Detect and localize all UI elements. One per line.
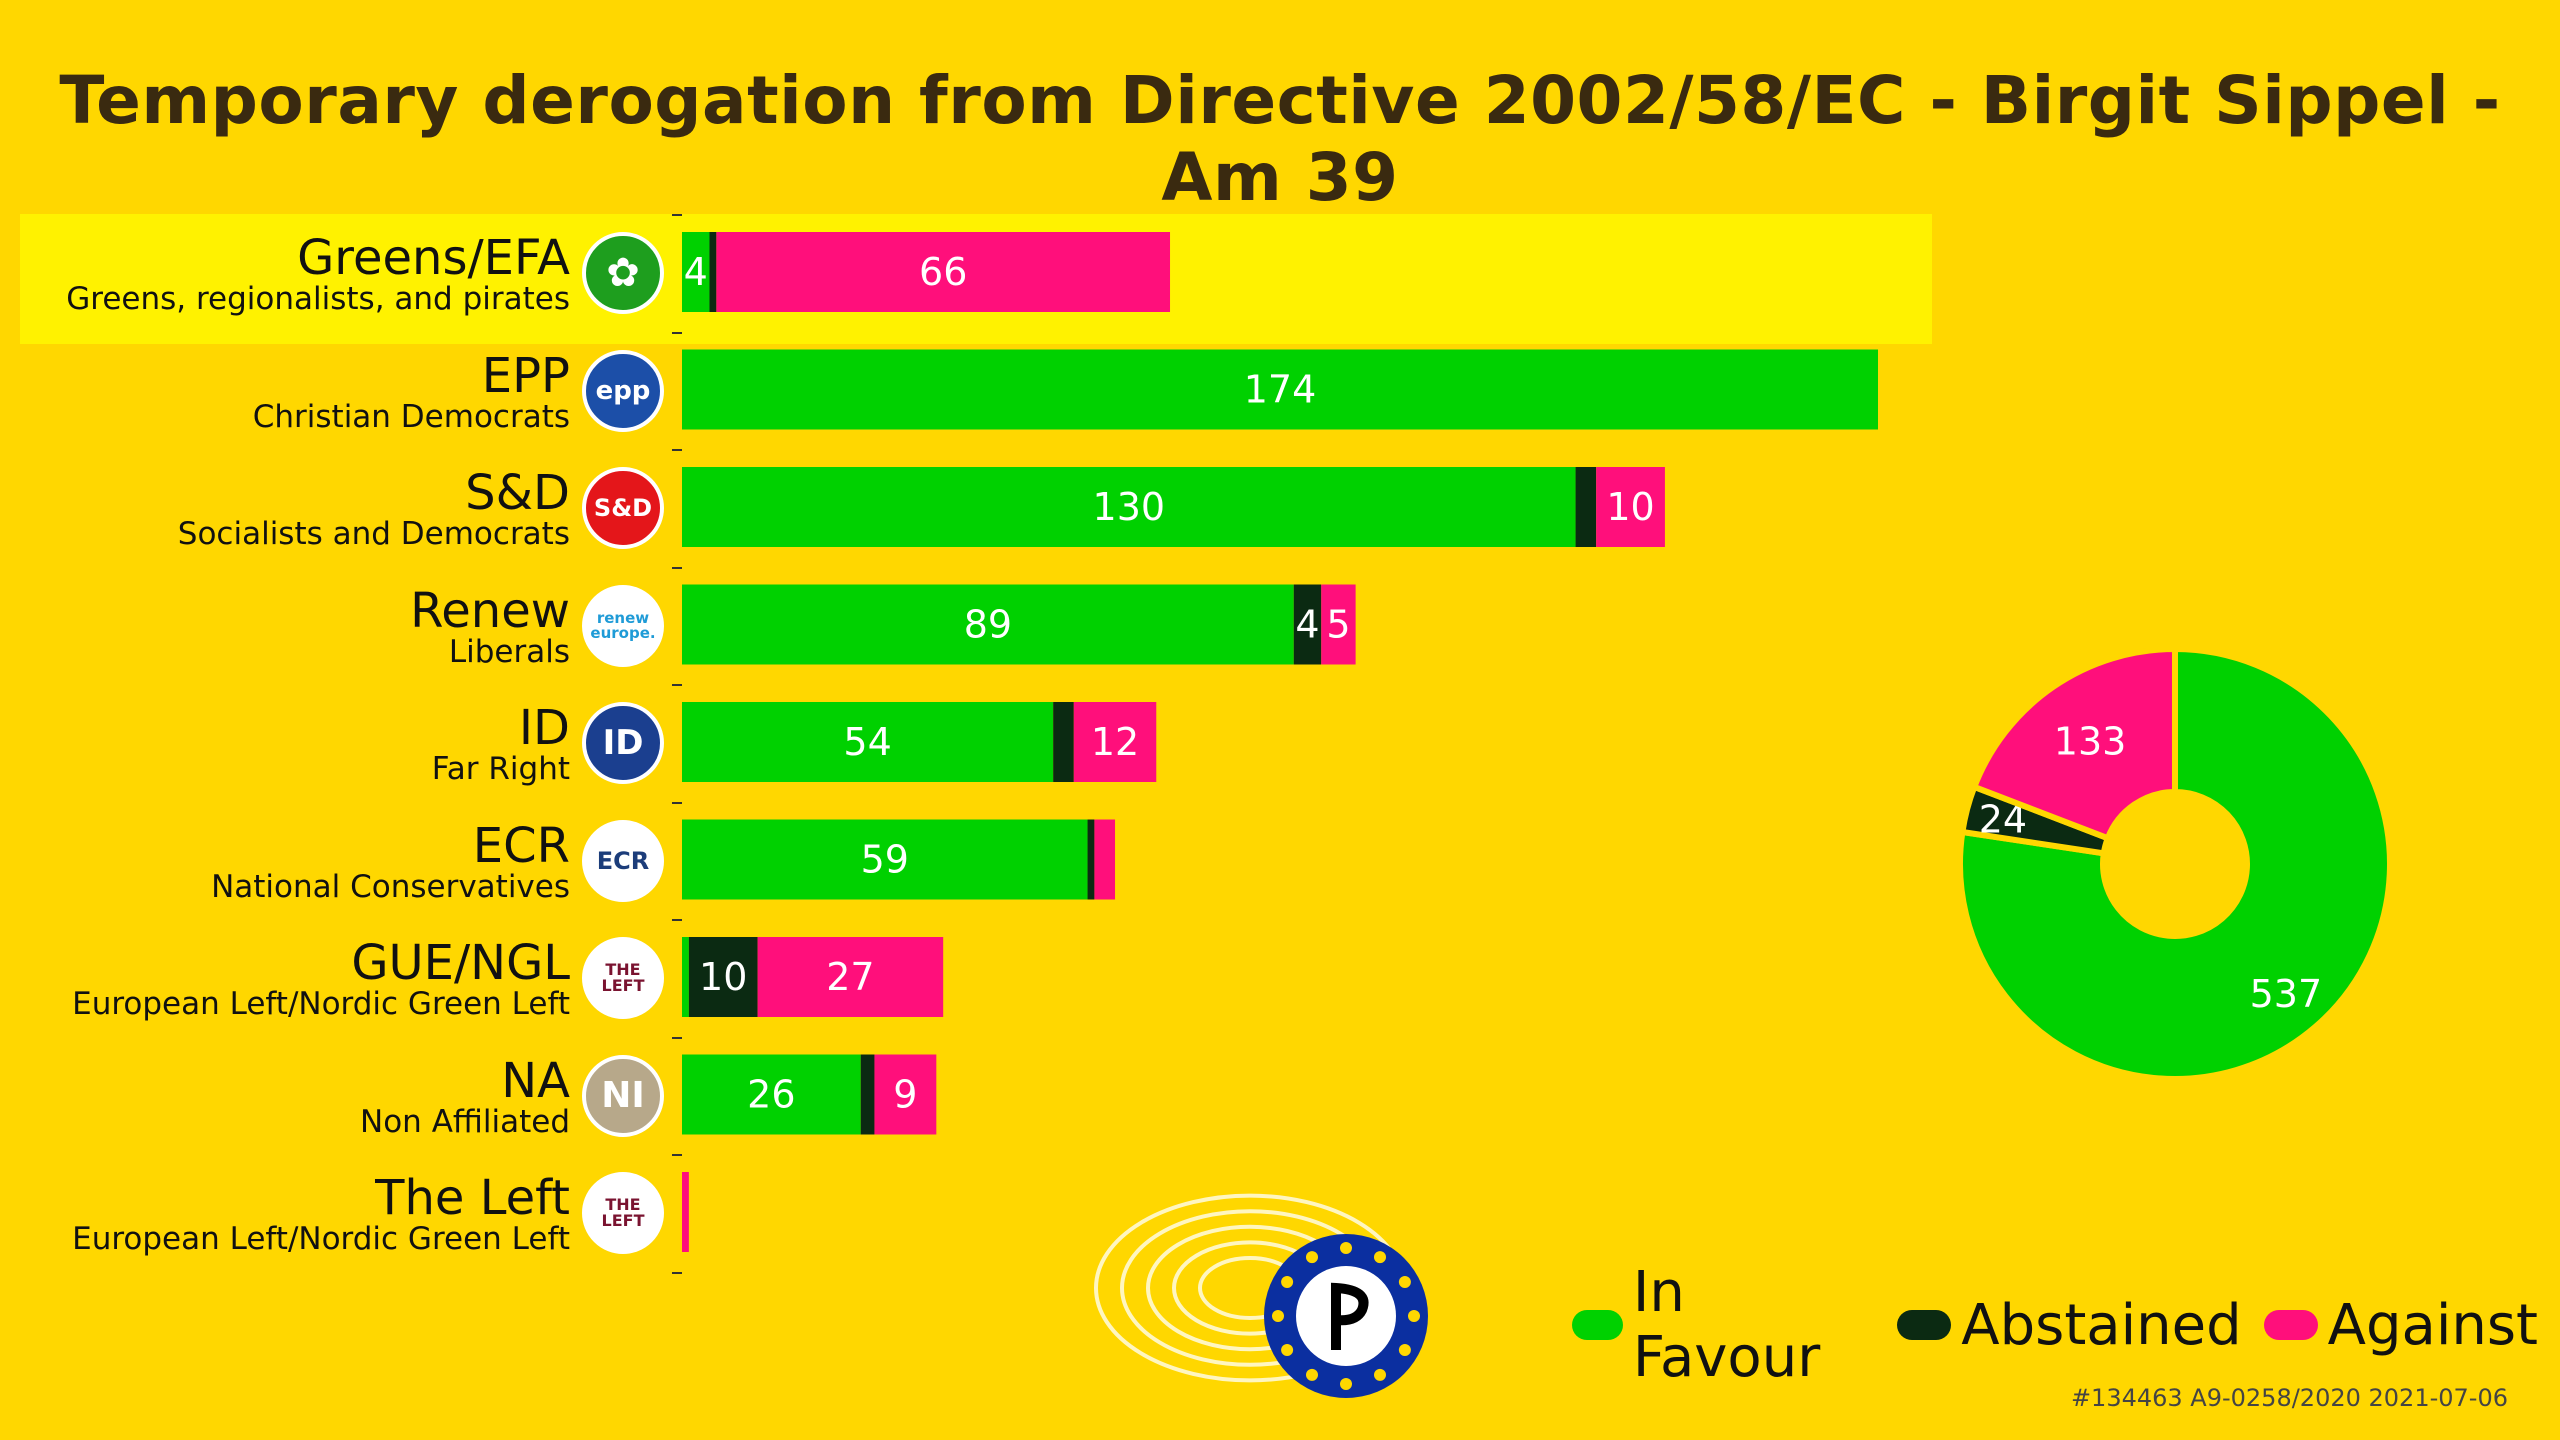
bar-value-label: 10 xyxy=(699,955,747,999)
party-subtitle: Socialists and Democrats xyxy=(177,516,570,552)
party-subtitle: Christian Democrats xyxy=(252,398,570,435)
bar-in-favour xyxy=(682,937,689,1017)
against-swatch xyxy=(2263,1310,2318,1340)
party-subtitle: Far Right xyxy=(431,751,570,787)
donut-slice-against xyxy=(1970,645,2178,843)
donut-slice-in-favour xyxy=(1957,645,2393,1082)
greens-efa-logo: ✿ xyxy=(582,232,664,314)
axis-tick xyxy=(672,566,682,569)
bar-abstained xyxy=(860,1054,875,1135)
bar-in-favour xyxy=(682,232,710,312)
the-left-logo: THE LEFT xyxy=(582,1172,664,1254)
legend-label-against: Against xyxy=(2327,1292,2538,1358)
bar-value-label: 9 xyxy=(893,1073,917,1117)
footer-reference: #134463 A9-0258/2020 2021-07-06 xyxy=(2070,1384,2508,1412)
bar-in-favour xyxy=(682,467,1576,547)
bar-value-label: 89 xyxy=(964,603,1012,647)
bar-abstained xyxy=(688,937,758,1017)
bar-value-label: 27 xyxy=(826,955,874,999)
party-name: ID xyxy=(518,700,570,756)
bar-against xyxy=(874,1054,937,1135)
party-subtitle: European Left/Nordic Green Left xyxy=(72,986,570,1022)
party-subtitle: Greens, regionalists, and pirates xyxy=(66,281,570,317)
legend-item-abstained: Abstained xyxy=(1897,1292,2242,1358)
legend: In Favour Abstained Against xyxy=(1572,1260,2560,1390)
bar-in-favour xyxy=(682,1054,861,1135)
bar-against xyxy=(1596,467,1665,547)
bar-against xyxy=(716,232,1171,312)
bar-abstained xyxy=(709,232,717,312)
bar-abstained xyxy=(1575,467,1597,547)
party-name: ECR xyxy=(472,817,570,874)
bar-in-favour xyxy=(682,702,1054,782)
bar-against xyxy=(682,1172,689,1252)
chart-title: Temporary derogation from Directive 2002… xyxy=(59,62,2501,216)
axis-tick xyxy=(672,684,682,686)
party-name: NA xyxy=(501,1052,570,1109)
party-name: EPP xyxy=(481,347,570,404)
bar-value-label: 10 xyxy=(1606,485,1654,529)
party-subtitle: European Left/Nordic Green Left xyxy=(72,1221,570,1257)
the-left-logo: THE LEFT xyxy=(582,937,664,1019)
axis-tick xyxy=(672,214,682,216)
bar-in-favour xyxy=(682,349,1878,430)
party-subtitle: National Conservatives xyxy=(211,868,570,905)
bar-in-favour xyxy=(682,584,1294,665)
party-name: Greens/EFA xyxy=(297,230,570,286)
party-name: The Left xyxy=(375,1170,570,1226)
bar-abstained xyxy=(1053,702,1074,782)
epp-logo: epp xyxy=(582,349,664,432)
bar-value-label: 4 xyxy=(1295,603,1319,647)
legend-label-abstained: Abstained xyxy=(1961,1292,2242,1358)
renew-europe-logo: renew europe. xyxy=(582,584,664,667)
bar-abstained xyxy=(1293,584,1322,665)
party-name: GUE/NGL xyxy=(351,935,570,991)
bar-value-label: 54 xyxy=(843,720,891,764)
parliament-hemicycle-pirate-logo xyxy=(1094,1193,1428,1398)
axis-tick xyxy=(672,449,682,451)
bar-against xyxy=(1321,584,1356,665)
legend-item-in-favour: In Favour xyxy=(1572,1260,1875,1390)
ni-logo: NI xyxy=(582,1054,664,1137)
bar-against xyxy=(1094,819,1116,900)
bar-value-label: 174 xyxy=(1244,368,1317,412)
abstained-swatch xyxy=(1897,1310,1952,1340)
bar-value-label: 59 xyxy=(861,838,909,882)
bar-against xyxy=(757,937,944,1017)
axis-tick xyxy=(672,801,682,804)
bar-in-favour xyxy=(682,819,1088,900)
party-name: Renew xyxy=(410,582,570,639)
in-favour-swatch xyxy=(1572,1310,1623,1340)
s-and-d-logo: S&D xyxy=(582,467,664,549)
axis-tick xyxy=(672,919,682,921)
axis-tick xyxy=(672,1036,682,1039)
party-name: S&D xyxy=(465,465,570,521)
bar-value-label: 130 xyxy=(1093,485,1166,529)
bar-abstained xyxy=(1087,819,1095,900)
donut-value-label: 537 xyxy=(2250,972,2323,1016)
axis-tick xyxy=(672,331,682,334)
legend-item-against: Against xyxy=(2263,1292,2538,1358)
bar-value-label: 26 xyxy=(747,1073,795,1117)
bar-against xyxy=(1073,702,1157,782)
id-logo: ID xyxy=(582,702,664,784)
ecr-logo: ECR xyxy=(582,819,664,902)
bar-value-label: 66 xyxy=(919,250,967,294)
legend-label-in-favour: In Favour xyxy=(1632,1260,1821,1390)
axis-tick xyxy=(672,1271,682,1274)
party-subtitle: Non Affiliated xyxy=(360,1103,570,1140)
party-subtitle: Liberals xyxy=(448,633,570,670)
axis-tick xyxy=(672,1154,682,1156)
bar-value-label: 5 xyxy=(1326,603,1350,647)
bar-value-label: 4 xyxy=(684,250,708,294)
bar-value-label: 12 xyxy=(1091,720,1139,764)
donut-value-label: 133 xyxy=(2054,719,2127,763)
